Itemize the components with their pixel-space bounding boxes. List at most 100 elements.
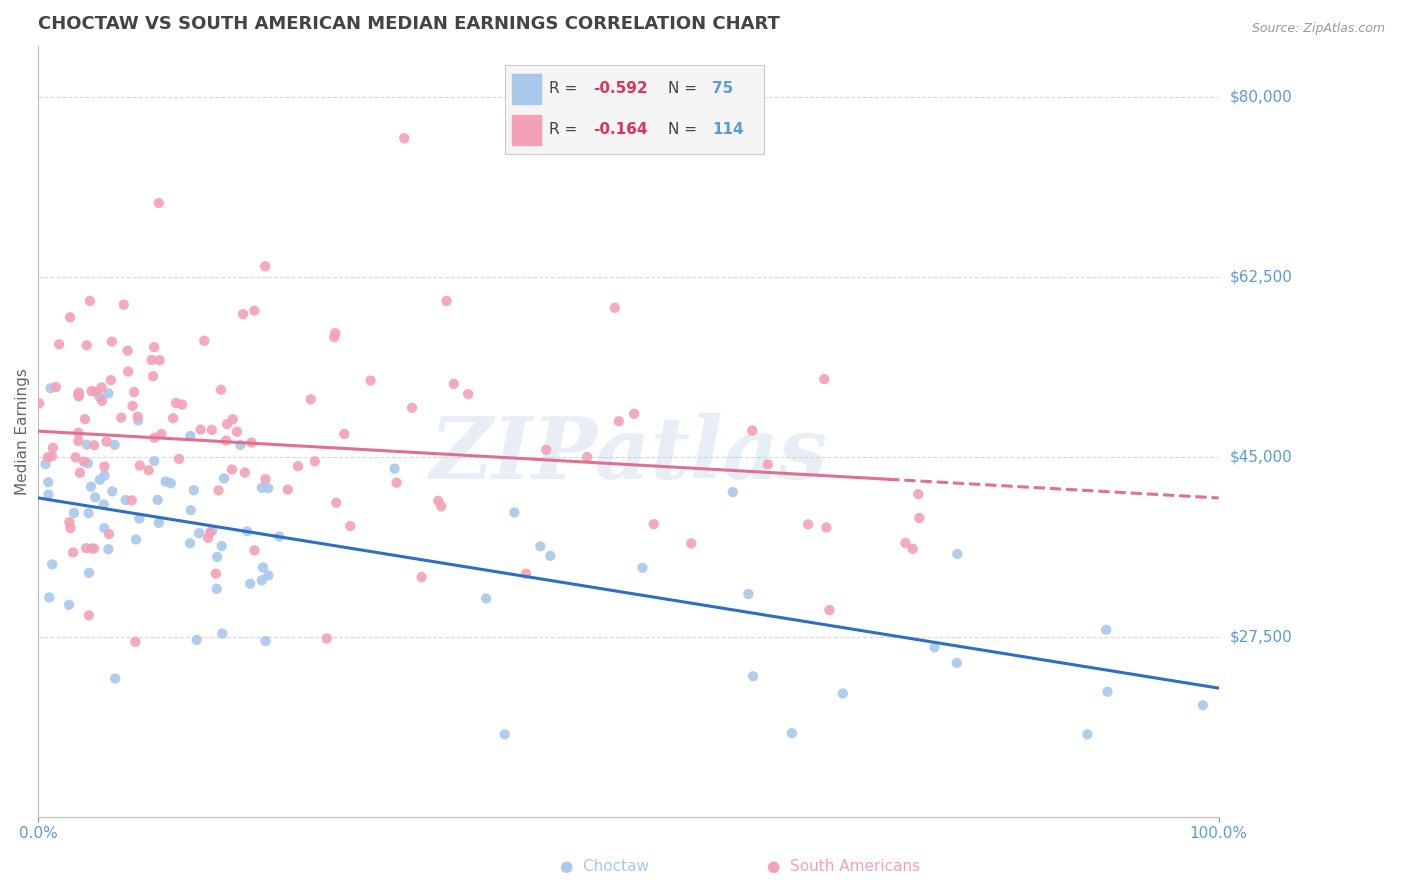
Point xyxy=(183,483,205,498)
Point xyxy=(204,566,226,581)
Point xyxy=(205,549,228,564)
Point xyxy=(138,463,160,477)
Point xyxy=(831,686,853,700)
Point xyxy=(901,541,924,556)
Point xyxy=(84,491,107,505)
Point xyxy=(229,438,252,452)
Point xyxy=(128,458,150,473)
Point xyxy=(121,493,143,508)
Point xyxy=(79,293,101,308)
Point xyxy=(91,393,114,408)
Point xyxy=(41,450,63,464)
Point xyxy=(121,399,143,413)
Point xyxy=(112,298,135,312)
Point xyxy=(122,385,145,400)
Point xyxy=(1095,623,1118,637)
Point xyxy=(894,536,917,550)
Point xyxy=(818,603,841,617)
Point xyxy=(215,434,238,448)
Point xyxy=(207,483,229,498)
Point xyxy=(240,435,263,450)
Point xyxy=(80,541,103,556)
Point xyxy=(142,369,165,384)
Point xyxy=(93,498,115,512)
Point xyxy=(257,568,280,582)
Point xyxy=(93,459,115,474)
Text: $80,000: $80,000 xyxy=(1230,89,1292,104)
Point xyxy=(607,414,630,428)
Point xyxy=(84,384,107,399)
Point xyxy=(443,376,465,391)
Point xyxy=(39,381,62,395)
Point xyxy=(538,549,561,563)
Point xyxy=(159,476,181,491)
Point xyxy=(631,561,654,575)
Point xyxy=(48,337,70,351)
Point xyxy=(101,484,124,499)
Point xyxy=(190,423,212,437)
Point xyxy=(76,338,98,352)
Point xyxy=(212,471,235,485)
Point xyxy=(226,425,249,439)
Point xyxy=(201,423,224,437)
Point xyxy=(80,480,103,494)
Point xyxy=(205,582,228,596)
Point xyxy=(250,573,273,587)
Point xyxy=(946,547,969,561)
Point xyxy=(254,259,277,273)
Point xyxy=(252,560,274,574)
Point xyxy=(908,511,931,525)
Point xyxy=(67,425,90,440)
Point xyxy=(37,450,59,465)
Point xyxy=(756,458,779,472)
Point xyxy=(97,542,120,557)
Point xyxy=(427,494,450,508)
Point xyxy=(127,413,149,427)
Point xyxy=(623,407,645,421)
Point xyxy=(37,487,59,501)
Point xyxy=(945,656,967,670)
Point xyxy=(110,410,132,425)
Point xyxy=(741,424,763,438)
Point xyxy=(236,524,259,539)
Point xyxy=(179,536,201,550)
Point xyxy=(209,383,232,397)
Point xyxy=(232,307,254,321)
Point xyxy=(77,456,100,470)
Point xyxy=(69,466,91,480)
Text: Source: ZipAtlas.com: Source: ZipAtlas.com xyxy=(1251,22,1385,36)
Point xyxy=(77,608,100,623)
Point xyxy=(67,385,90,400)
Point xyxy=(83,541,105,556)
Point xyxy=(534,442,557,457)
Point xyxy=(96,434,118,449)
Point xyxy=(83,438,105,452)
Point xyxy=(37,475,59,490)
Point xyxy=(127,409,149,424)
Point xyxy=(104,672,127,686)
Point xyxy=(813,372,835,386)
Point xyxy=(150,427,173,442)
Point xyxy=(180,503,202,517)
Point xyxy=(201,524,224,538)
Point xyxy=(457,387,479,401)
Text: $62,500: $62,500 xyxy=(1230,269,1292,285)
Point xyxy=(67,434,90,448)
Point xyxy=(742,669,765,683)
Point xyxy=(117,343,139,358)
Point xyxy=(93,468,115,483)
Point xyxy=(243,303,266,318)
Point xyxy=(797,517,820,532)
Point xyxy=(1192,698,1215,713)
Point xyxy=(143,340,166,354)
Point xyxy=(186,632,208,647)
Point xyxy=(77,506,100,520)
Text: ZIPatlas: ZIPatlas xyxy=(429,412,828,496)
Point xyxy=(34,457,56,471)
Point xyxy=(77,566,100,580)
Point xyxy=(104,438,127,452)
Point xyxy=(411,570,433,584)
Point xyxy=(58,598,80,612)
Point xyxy=(193,334,215,348)
Point xyxy=(221,462,243,476)
